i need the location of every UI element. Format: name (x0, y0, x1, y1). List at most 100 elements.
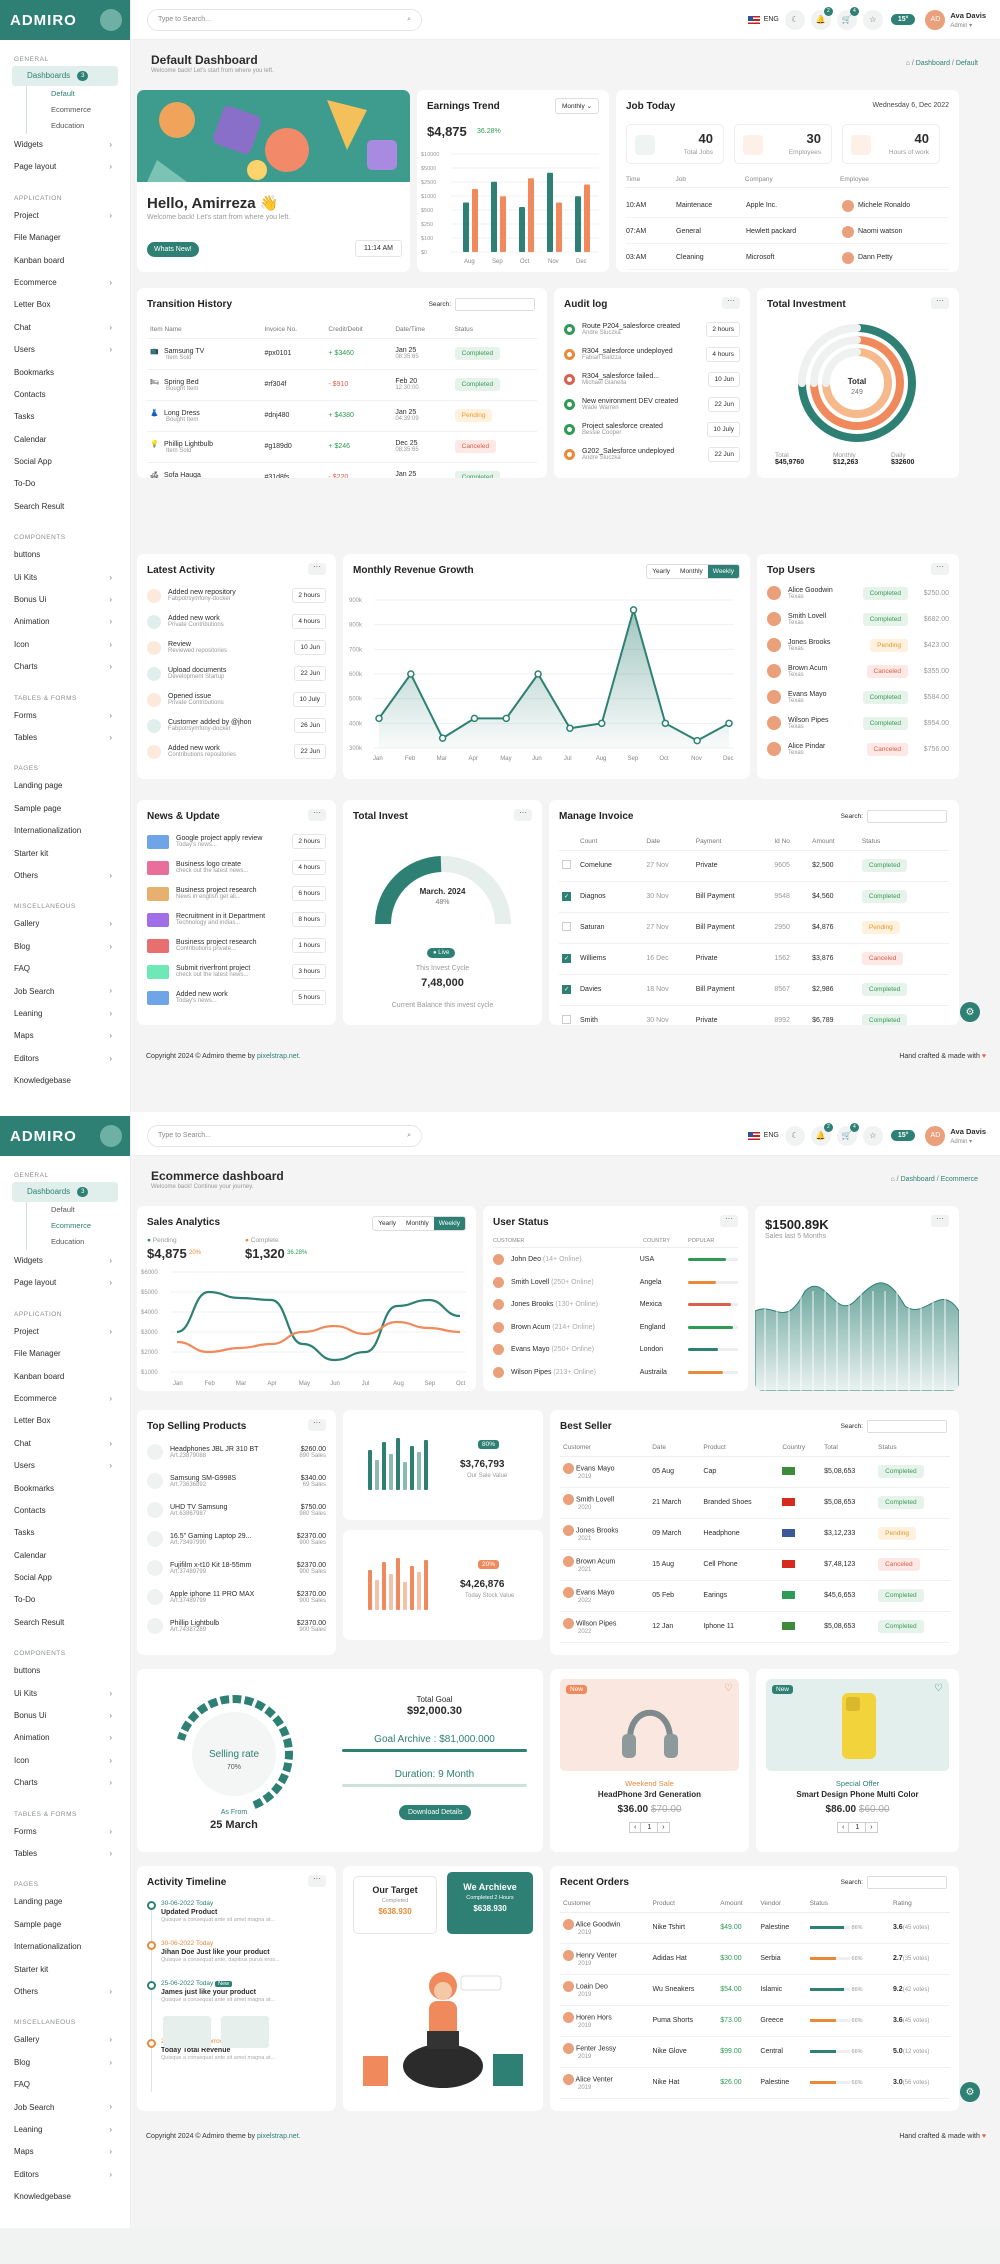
sidebar-item-buttons[interactable]: buttons (14, 550, 41, 560)
sidebar-item-page-layout[interactable]: Page layout › (0, 1272, 130, 1294)
table-row[interactable]: Horen Hors 2019 Puma Shorts $73.00 Greece 66… (560, 2005, 950, 2037)
sidebar-item-file-manager[interactable]: File Manager (14, 233, 61, 243)
user-row[interactable]: Evans Mayo Texas Completed $584.00 (767, 690, 949, 704)
table-row[interactable]: 🛏 Spring Bed Bought Item #rf304f - $910 Feb … (147, 369, 537, 401)
invoice-search-input[interactable] (867, 810, 947, 823)
total-invest-menu-button[interactable]: ··· (514, 809, 532, 821)
product-row[interactable]: 16.5" Gaming Laptop 29... Art.73497990 $23… (147, 1531, 326, 1547)
activity-item[interactable]: Added new work Contributions repositories… (147, 744, 326, 759)
activity-item[interactable]: Upload documents Development Startup 22 Ju… (147, 666, 326, 681)
product-row[interactable]: Headphones JBL JR 310 BT Art.23879088 $260… (147, 1444, 326, 1460)
sidebar-item-sample-page[interactable]: Sample page (14, 803, 62, 813)
submenu-default[interactable]: Default (51, 1205, 75, 1214)
sidebar-item-buttons[interactable]: buttons (14, 1666, 41, 1676)
earnings-period-select[interactable]: Monthly ⌄ (554, 98, 599, 114)
product-row[interactable]: UHD TV Samsung Art.63867987 $750.00 980 Sal… (147, 1502, 326, 1518)
phone-qty[interactable]: ‹ 1 › (837, 1822, 878, 1833)
activity-item[interactable]: Added new repository Fabpot/symfony-docke… (147, 588, 326, 603)
audit-item[interactable]: R304_salesforce undeployed Fabian Balizza… (564, 347, 740, 362)
best-search-input[interactable] (867, 1420, 947, 1433)
bookmark-icon[interactable]: ☆ (862, 1125, 883, 1146)
sidebar-item-kanban-board[interactable]: Kanban board (14, 1371, 65, 1381)
search-input[interactable]: Type to Search... ⌕ (147, 1124, 422, 1147)
sidebar-item-editors[interactable]: Editors › (0, 1048, 130, 1070)
table-row[interactable]: ✓ Diagnos 30 Nov Bill Payment 9548 $4,560 Comp… (559, 881, 949, 913)
sidebar-item-to-do[interactable]: To-Do (14, 1595, 36, 1605)
timeline-item[interactable]: 30-06-2022 Today Jihan Doe Just like you… (147, 1940, 326, 1963)
table-row[interactable]: Evans Mayo 2022 05 Feb Earings $45,6,653 Comp… (560, 1580, 950, 1612)
user-profile[interactable]: AD Ava Davis Admin ▾ (925, 1125, 986, 1146)
sidebar-item-internationalization[interactable]: Internationalization (14, 826, 82, 836)
settings-fab[interactable]: ⚙ (960, 2082, 980, 2102)
sidebar-item-faq[interactable]: FAQ (14, 964, 31, 974)
activity-item[interactable]: Review Reviewed repositories 10 Jun (147, 640, 326, 655)
sidebar-item-users[interactable]: Users › (0, 339, 130, 361)
job-row[interactable]: 10:AM Maintenace Apple Inc. Michele Ronaldo (626, 194, 949, 218)
status-menu-button[interactable]: ··· (720, 1215, 738, 1227)
submenu-default[interactable]: Default (51, 89, 75, 98)
sidebar-item-letter-box[interactable]: Letter Box (14, 1416, 51, 1426)
sidebar-item-project[interactable]: Project › (0, 205, 130, 227)
submenu-education[interactable]: Education (51, 121, 85, 130)
user-profile[interactable]: AD Ava Davis Admin ▾ (925, 9, 986, 30)
table-row[interactable]: Smith 30 Nov Private 8992 $6,789 Completed (559, 1005, 949, 1025)
bell-icon[interactable]: 🔔 2 (810, 1122, 833, 1146)
table-row[interactable]: Alice Venter 2019 Nike Hat $26.00 Palestine … (560, 2067, 950, 2099)
table-row[interactable]: Wilson Pipes 2022 12 Jan Iphone 11 $5,08,653… (560, 1611, 950, 1643)
activity-item[interactable]: Customer added by @jhon Fabpot/symfony-do… (147, 718, 326, 733)
sidebar-item-search-result[interactable]: Search Result (14, 501, 65, 511)
orders-search-input[interactable] (867, 1876, 947, 1889)
sidebar-item-animation[interactable]: Animation › (0, 1727, 130, 1749)
product-row[interactable]: Phillip Lightbulb Art.74387289 $2370.00 900… (147, 1618, 326, 1634)
table-row[interactable]: Jones Brooks 2021 09 March Headphone $3,12,2… (560, 1518, 950, 1550)
home-icon[interactable]: ⌂ (890, 1176, 895, 1183)
sidebar-item-dashboards[interactable]: Dashboards 3 (12, 1182, 118, 1202)
sidebar-item-leaning[interactable]: Leaning › (0, 1003, 130, 1025)
moon-icon[interactable]: ☾ (784, 1125, 805, 1146)
sidebar-item-tasks[interactable]: Tasks (14, 412, 35, 422)
row-checkbox[interactable]: ✓ (562, 892, 571, 901)
table-row[interactable]: Alice Goodwin 2019 Nike Tshirt $49.00 Palest… (560, 1912, 950, 1944)
sidebar-item-gallery[interactable]: Gallery › (0, 913, 130, 935)
sidebar-item-internationalization[interactable]: Internationalization (14, 1942, 82, 1952)
row-checkbox[interactable]: ✓ (562, 985, 571, 994)
sidebar-item-maps[interactable]: Maps › (0, 1025, 130, 1047)
audit-item[interactable]: New environment DEV created Wade Warren 22… (564, 397, 740, 412)
language-select[interactable]: ENG (747, 1131, 779, 1140)
sidebar-item-bookmarks[interactable]: Bookmarks (14, 1483, 55, 1493)
timeline-item[interactable]: 25-06-2022 Today New James just like your… (147, 1980, 326, 2003)
row-checkbox[interactable] (562, 860, 571, 869)
breadcrumb-dashboard[interactable]: Dashboard (900, 1176, 935, 1183)
news-item[interactable]: Business project research Contributions p… (147, 938, 326, 953)
table-row[interactable]: Fenter Jessy 2019 Nike Glove $99.00 Central … (560, 2036, 950, 2068)
language-select[interactable]: ENG (747, 15, 779, 24)
sidebar-item-forms[interactable]: Forms › (0, 705, 130, 727)
sidebar-item-leaning[interactable]: Leaning › (0, 2119, 130, 2141)
table-row[interactable]: Henry Venter 2019 Adidas Hat $30.00 Serbia 6… (560, 1943, 950, 1975)
table-row[interactable]: 👗 Long Dress Bought Item #dnj480 + $4380 Jan… (147, 400, 537, 432)
sidebar-item-project[interactable]: Project › (0, 1321, 130, 1343)
status-row[interactable]: Wilson Pipes (213+ Online) Austraila (493, 1366, 739, 1378)
sidebar-item-charts[interactable]: Charts › (0, 1772, 130, 1794)
news-item[interactable]: Added new work Today's news... 5 hours (147, 990, 326, 1005)
headphone-qty[interactable]: ‹ 1 › (629, 1822, 670, 1833)
sidebar-item-letter-box[interactable]: Letter Box (14, 300, 51, 310)
sidebar-item-others[interactable]: Others › (0, 865, 130, 887)
sidebar-item-tables[interactable]: Tables › (0, 727, 130, 749)
sidebar-item-chat[interactable]: Chat › (0, 317, 130, 339)
heart-icon[interactable]: ♡ (724, 1683, 733, 1694)
bookmark-icon[interactable]: ☆ (862, 9, 883, 30)
sidebar-item-file-manager[interactable]: File Manager (14, 1349, 61, 1359)
user-row[interactable]: Alice Pindar Texas Canceled $756.00 (767, 742, 949, 756)
product-row[interactable]: Fujifilm x-t10 Kit 18-55mm Art.37489799 $2… (147, 1560, 326, 1576)
sidebar-item-ui-kits[interactable]: Ui Kits › (0, 567, 130, 589)
sidebar-item-landing-page[interactable]: Landing page (14, 1897, 63, 1907)
whats-new-button[interactable]: Whats New! (147, 242, 199, 257)
tab-yearly[interactable]: Yearly (652, 568, 671, 575)
user-row[interactable]: Smith Lovell Texas Completed $682.00 (767, 612, 949, 626)
sidebar-item-forms[interactable]: Forms › (0, 1821, 130, 1843)
breadcrumb-dashboard[interactable]: Dashboard (915, 60, 950, 67)
footer-link[interactable]: pixelstrap.net. (257, 2132, 301, 2140)
timeline-menu-button[interactable]: ··· (308, 1875, 326, 1887)
